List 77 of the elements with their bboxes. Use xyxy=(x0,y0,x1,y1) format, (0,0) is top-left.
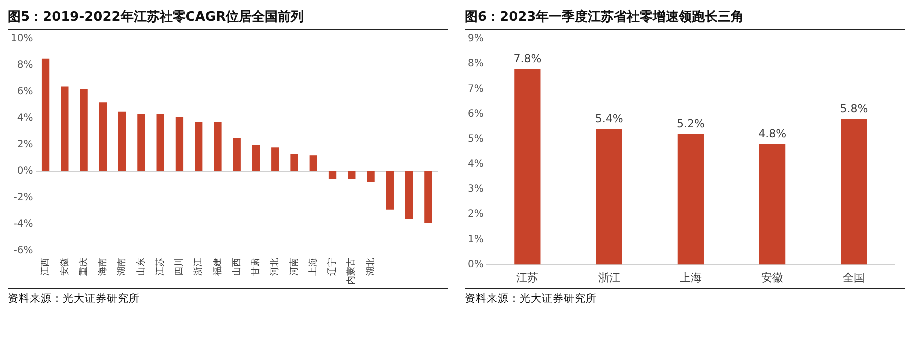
y-tick-label: 10% xyxy=(10,34,34,45)
bar xyxy=(99,102,108,172)
bar xyxy=(514,69,541,265)
x-tick-label: 安徽 xyxy=(59,258,70,276)
x-tick-label: 河南 xyxy=(288,258,300,276)
chart-title: 图5：2019-2022年江苏社零CAGR位居全国前列 xyxy=(8,8,448,30)
x-tick-label: 江苏 xyxy=(516,271,539,284)
x-tick-label: 内蒙古 xyxy=(346,258,358,285)
x-tick-label: 全国 xyxy=(843,271,866,284)
y-tick-label: 0% xyxy=(17,166,34,178)
y-tick-label: 7% xyxy=(468,84,484,95)
y-tick-label: 6% xyxy=(17,86,34,98)
y-tick-label: 8% xyxy=(17,60,34,72)
data-label: 7.8% xyxy=(514,52,542,66)
bar xyxy=(233,138,241,172)
x-tick-label: 上海 xyxy=(680,271,702,284)
x-tick-label: 江西 xyxy=(40,258,52,276)
bar xyxy=(214,122,222,172)
bar xyxy=(61,86,69,172)
y-tick-label: 4% xyxy=(468,159,484,170)
x-tick-label: 河北 xyxy=(270,258,281,276)
x-tick-label: 辽宁 xyxy=(327,258,338,276)
bar xyxy=(80,89,88,172)
x-tick-label: 四川 xyxy=(174,258,186,276)
x-tick-label: 海南 xyxy=(98,258,109,276)
x-tick-label: 湖北 xyxy=(365,258,376,276)
x-tick-label: 湖南 xyxy=(116,258,128,276)
text: 资料来源：光大证券研究所 xyxy=(8,292,141,306)
bar xyxy=(367,172,375,182)
x-tick-label: 浙江 xyxy=(598,271,620,284)
y-tick-label: 0% xyxy=(468,259,484,270)
bar xyxy=(424,172,432,224)
y-tick-label: 4% xyxy=(17,113,34,124)
bar xyxy=(841,119,868,265)
bar xyxy=(176,117,184,172)
chart-title: 图6：2023年一季度江苏省社零增速领跑长三角 xyxy=(465,8,905,30)
bar xyxy=(252,145,260,172)
x-tick-label: 福建 xyxy=(212,258,224,276)
bar xyxy=(596,129,622,265)
bar xyxy=(328,172,337,180)
bar xyxy=(678,134,704,265)
bar xyxy=(195,122,203,172)
y-tick-label: -2% xyxy=(14,192,34,204)
x-tick-label: 山西 xyxy=(231,258,242,276)
data-label: 5.2% xyxy=(676,118,705,131)
text: 资料来源：光大证券研究所 xyxy=(465,292,598,306)
bar xyxy=(386,172,394,210)
y-tick-label: 9% xyxy=(468,34,484,45)
y-tick-label: 8% xyxy=(468,58,484,70)
x-tick-label: 上海 xyxy=(308,258,319,276)
y-tick-label: 5% xyxy=(468,134,484,145)
x-tick-label: 甘肃 xyxy=(250,258,262,276)
y-tick-label: -6% xyxy=(14,246,34,257)
y-tick-label: 1% xyxy=(468,234,484,246)
x-tick-label: 浙江 xyxy=(193,258,204,276)
bar xyxy=(348,172,356,180)
y-tick-label: 6% xyxy=(468,108,484,120)
bar xyxy=(156,114,164,172)
x-tick-label: 重庆 xyxy=(78,258,90,276)
bar xyxy=(272,148,280,172)
x-tick-label: 山东 xyxy=(136,258,147,276)
y-tick-label: 2% xyxy=(17,140,34,151)
x-tick-label: 安徽 xyxy=(762,271,784,284)
bar xyxy=(290,154,298,172)
x-tick-label: 江苏 xyxy=(154,258,166,276)
bar xyxy=(760,144,786,265)
data-label: 5.4% xyxy=(595,112,624,126)
data-label: 5.8% xyxy=(840,102,868,116)
y-tick-label: 3% xyxy=(468,184,484,196)
bar xyxy=(138,114,146,172)
bar xyxy=(118,112,126,172)
y-tick-label: 2% xyxy=(468,209,484,220)
y-tick-label: -4% xyxy=(14,219,34,230)
data-label: 4.8% xyxy=(758,128,787,141)
bar xyxy=(405,172,414,220)
bar xyxy=(42,58,50,172)
bar xyxy=(310,156,318,172)
